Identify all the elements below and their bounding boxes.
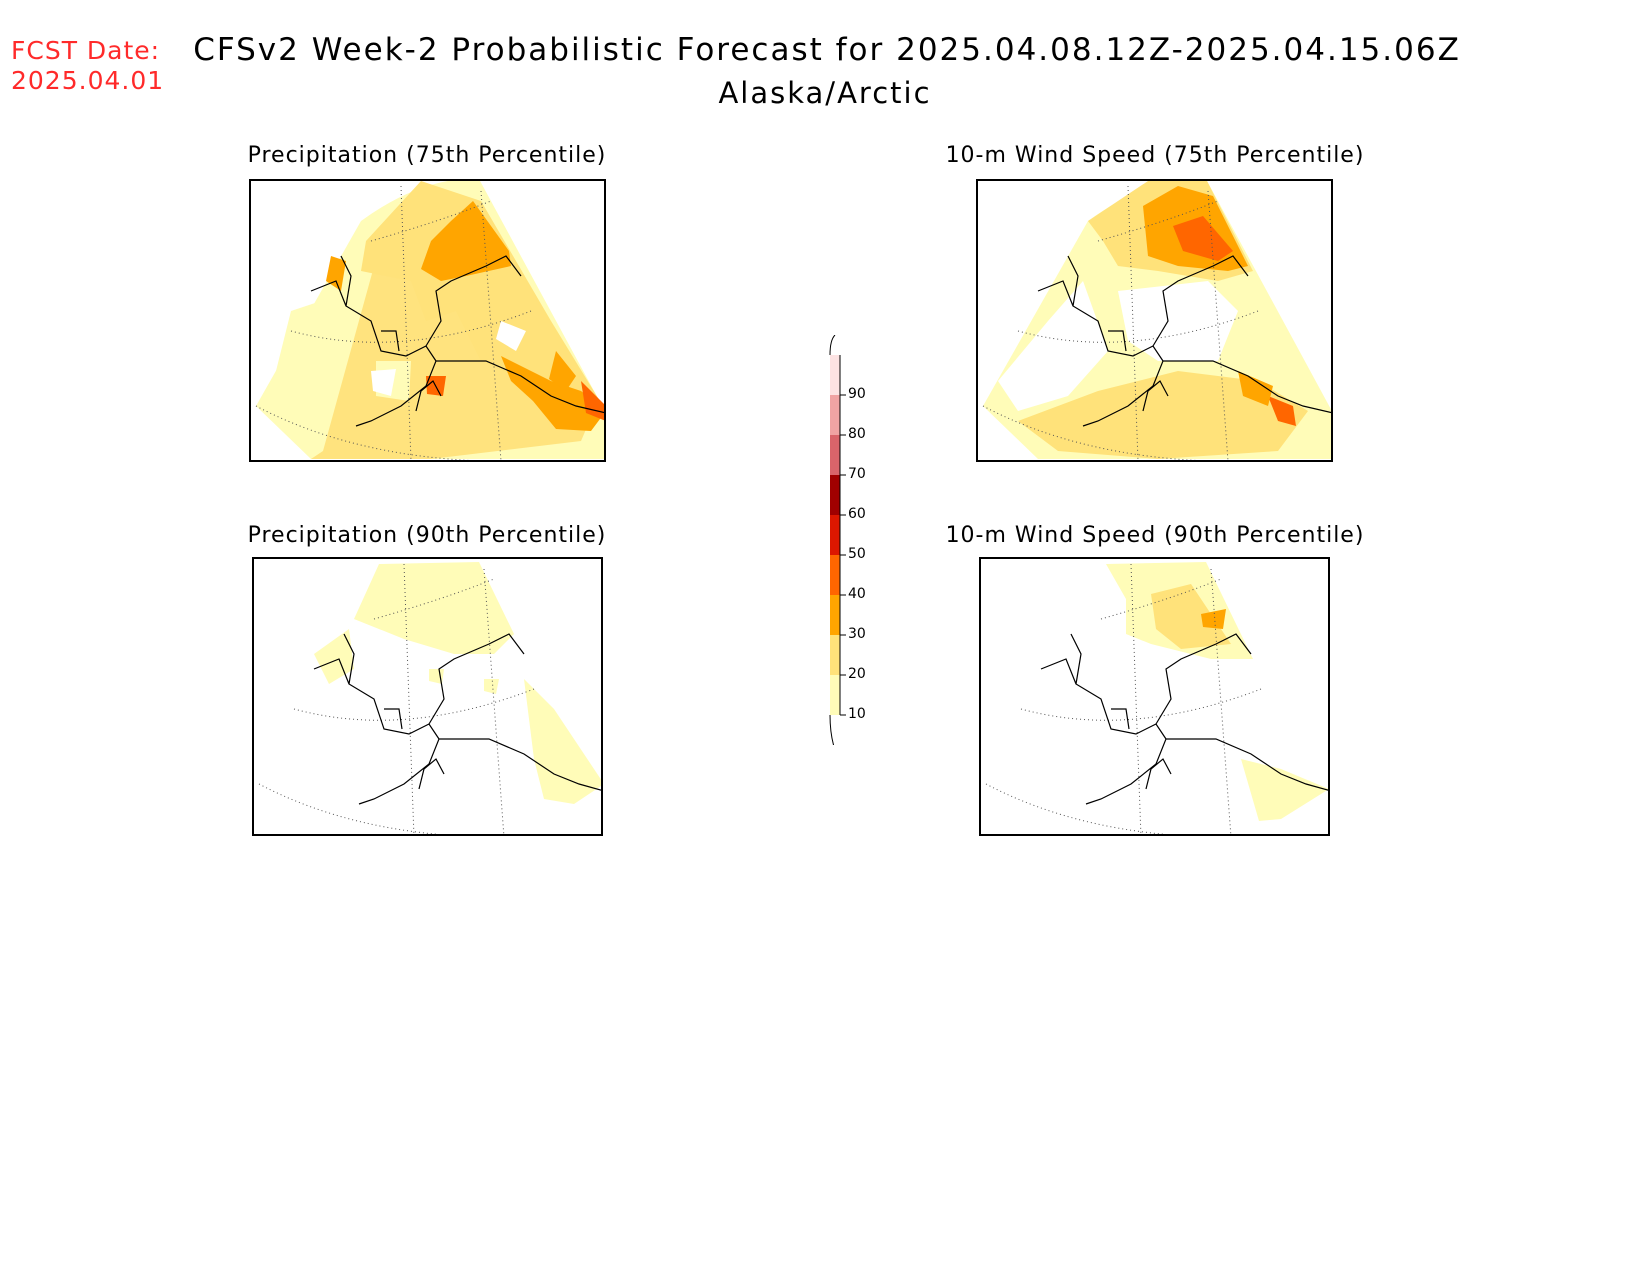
- map-precip-75-plot: [255, 181, 604, 460]
- legend-tick-label: 40: [848, 586, 866, 602]
- legend-tick-label: 50: [848, 546, 866, 562]
- legend-tick-label: 80: [848, 426, 866, 442]
- graticule: [982, 185, 1259, 460]
- legend-swatch: [830, 635, 840, 675]
- legend-swatch: [830, 435, 840, 475]
- legend-colorbar: [829, 335, 846, 745]
- probability-shading: [983, 181, 1331, 459]
- legend-tick-label: 10: [848, 706, 866, 722]
- legend-swatch: [830, 675, 840, 715]
- legend-tick-label: 20: [848, 666, 866, 682]
- legend-tick-label: 30: [848, 626, 866, 642]
- forecast-date-label: FCST Date: 2025.04.01: [11, 36, 164, 96]
- legend-tick-label: 70: [848, 466, 866, 482]
- page-title: CFSv2 Week-2 Probabilistic Forecast for …: [193, 32, 1461, 68]
- map-precip-90-plot: [258, 562, 601, 834]
- coastline: [313, 633, 601, 805]
- region-subtitle: Alaska/Arctic: [718, 76, 932, 110]
- graticule: [985, 563, 1262, 834]
- color-legend: 90 80 70 60 50 40 30 20 10: [800, 335, 880, 745]
- map-wind-75: [976, 179, 1333, 462]
- fcst-date-caption: FCST Date:: [11, 36, 161, 65]
- graticule: [258, 563, 535, 834]
- legend-swatch: [830, 595, 840, 635]
- panel-title-wind-75: 10-m Wind Speed (75th Percentile): [945, 143, 1365, 168]
- coastline: [1040, 633, 1328, 805]
- legend-swatch: [830, 395, 840, 435]
- legend-swatch: [830, 355, 840, 395]
- map-precip-90: [252, 557, 603, 836]
- legend-tick-label: 90: [848, 386, 866, 402]
- panel-title-precip-75: Precipitation (75th Percentile): [247, 143, 607, 168]
- probability-shading: [1106, 562, 1328, 821]
- legend-swatch: [830, 515, 840, 555]
- legend-swatch: [830, 555, 840, 595]
- coastline: [1037, 255, 1331, 427]
- fcst-date-value: 2025.04.01: [11, 66, 165, 95]
- map-wind-90-plot: [985, 562, 1328, 834]
- map-wind-90: [979, 557, 1330, 836]
- probability-shading: [256, 181, 604, 459]
- map-precip-75: [249, 179, 606, 462]
- probability-shading: [314, 562, 601, 804]
- panel-title-wind-90: 10-m Wind Speed (90th Percentile): [945, 523, 1365, 548]
- legend-swatch: [830, 475, 840, 515]
- coastline: [310, 255, 604, 427]
- map-wind-75-plot: [982, 181, 1331, 460]
- panel-title-precip-90: Precipitation (90th Percentile): [247, 523, 607, 548]
- graticule: [255, 185, 532, 460]
- legend-tick-label: 60: [848, 506, 866, 522]
